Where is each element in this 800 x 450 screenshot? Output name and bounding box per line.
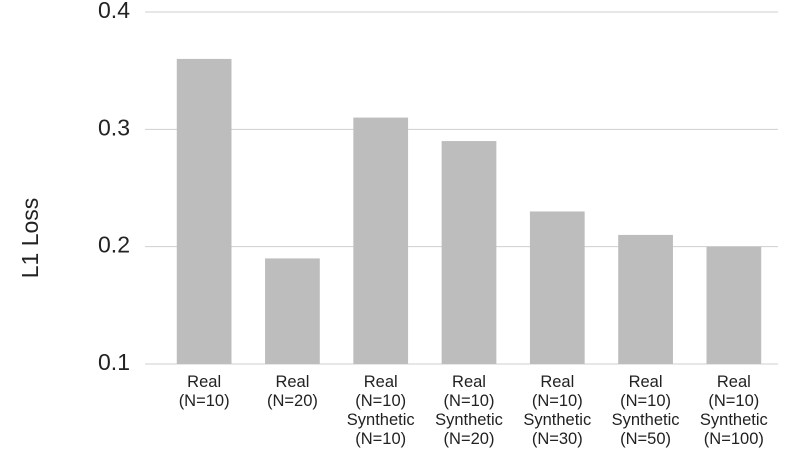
x-tick-label: Real (N=10) Synthetic (N=30) <box>523 373 592 448</box>
bar <box>265 258 320 364</box>
bar <box>353 117 409 364</box>
x-tick-label: Real (N=10) <box>178 373 230 410</box>
x-tick-label: Real (N=20) <box>266 373 318 410</box>
bar <box>706 246 762 364</box>
bar <box>529 211 585 364</box>
bar <box>176 58 232 364</box>
bar <box>441 141 497 364</box>
bar <box>618 234 673 364</box>
y-tick-label: 0.4 <box>98 0 130 23</box>
y-axis-label: L1 Loss <box>17 198 43 279</box>
x-tick-label: Real (N=10) Synthetic (N=10) <box>346 373 415 448</box>
y-tick-label: 0.3 <box>98 114 130 140</box>
x-tick-label: Real (N=10) Synthetic (N=50) <box>611 373 680 448</box>
y-tick-label: 0.1 <box>98 349 130 375</box>
x-tick-label: Real (N=10) Synthetic (N=20) <box>435 373 503 448</box>
y-tick-label: 0.2 <box>98 232 130 258</box>
x-tick-label: Real (N=10) Synthetic (N=100) <box>699 373 768 448</box>
